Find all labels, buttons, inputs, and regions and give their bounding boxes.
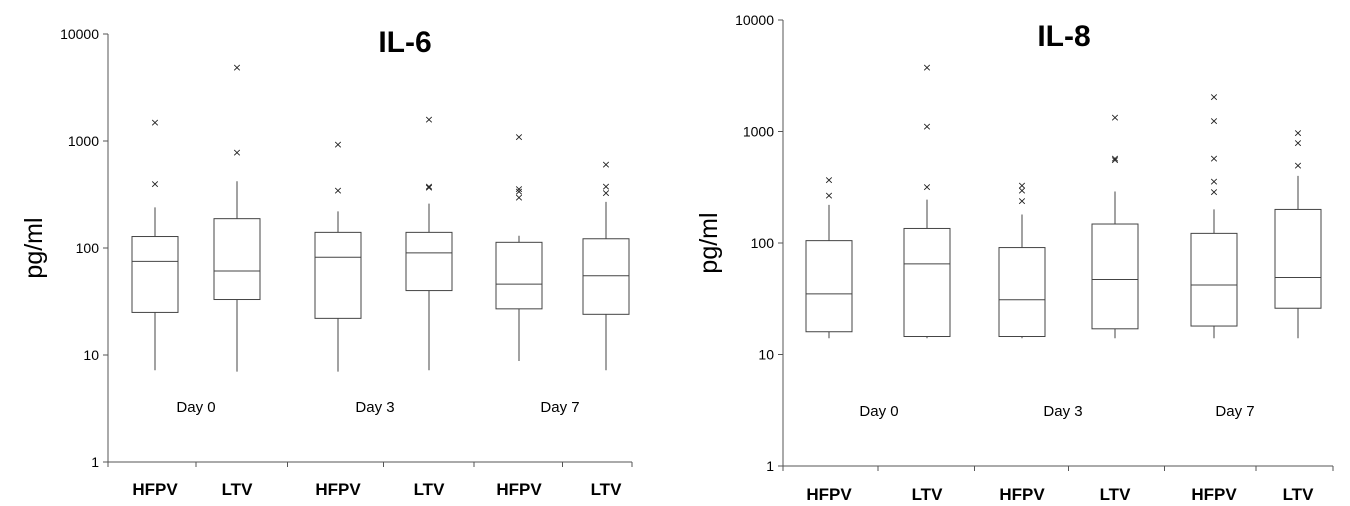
x-tick-label: HFPV (315, 480, 361, 499)
outlier-marker: × (333, 138, 342, 151)
box-plot: ××××× (1190, 91, 1238, 339)
group-label: Day 3 (1043, 403, 1082, 420)
outlier-marker: × (1209, 175, 1218, 188)
outlier-marker: × (601, 180, 610, 193)
outlier-marker: × (150, 178, 159, 191)
x-tick-label: LTV (222, 480, 254, 499)
box-plot: ×× (314, 138, 362, 372)
box-series: ××××××××××××××××××× (805, 61, 1322, 339)
outlier-marker: × (1017, 179, 1026, 192)
group-label: Day 7 (1215, 403, 1254, 420)
x-tick-label: LTV (912, 485, 944, 504)
outlier-marker: × (1209, 185, 1218, 198)
group-label: Day 7 (540, 399, 579, 416)
box-series: ×××××××××××××××× (131, 61, 630, 372)
box-plot: ×× (213, 61, 261, 372)
outlier-marker: × (1209, 152, 1218, 165)
il8-panel: IL-8 pg/ml Day 0 Day 3 Day 7 11010010001… (695, 12, 1334, 504)
box (1190, 232, 1238, 327)
y-tick-label: 1000 (68, 133, 99, 149)
outlier-marker: × (1293, 159, 1302, 172)
axes: 1 10 100 1000 10000 HFPV LTV HFPV LTV HFPV LTV (60, 26, 633, 499)
y-tick-label: 10000 (60, 26, 99, 42)
outlier-marker: × (824, 189, 833, 202)
y-tick-label: 100 (751, 235, 775, 251)
box (314, 231, 362, 319)
outlier-marker: × (514, 182, 523, 195)
outlier-marker: × (514, 185, 523, 198)
outlier-marker: × (1110, 111, 1119, 124)
y-tick-label: 10000 (735, 12, 774, 28)
y-tick-label: 100 (76, 240, 100, 256)
outlier-marker: × (1110, 154, 1119, 167)
outlier-marker: × (232, 146, 241, 159)
outlier-marker: × (1017, 184, 1026, 197)
outlier-marker: × (514, 131, 523, 144)
box-plot: × × × (903, 61, 951, 339)
box (495, 241, 543, 310)
y-tick-label: 10 (758, 347, 774, 363)
outlier-marker: × (1293, 136, 1302, 149)
box-plot: ×× (805, 174, 853, 339)
outlier-marker: × (1017, 195, 1026, 208)
box-plot: ×××× (495, 131, 543, 361)
outlier-marker: × (1209, 91, 1218, 104)
outlier-marker: × (601, 158, 610, 171)
box-plot: ×× (131, 116, 179, 371)
x-tick-label: HFPV (999, 485, 1045, 504)
outlier-marker: × (514, 191, 523, 204)
outlier-marker: × (1110, 152, 1119, 165)
outlier-marker: × (424, 180, 433, 193)
box-plot: ××× (582, 158, 630, 371)
box (903, 227, 951, 338)
x-tick-label: LTV (1100, 485, 1132, 504)
x-tick-label: LTV (591, 480, 623, 499)
x-tick-label: HFPV (1191, 485, 1237, 504)
box-plot: ××× (1091, 111, 1139, 339)
outlier-marker: × (1293, 126, 1302, 139)
outlier-marker: × (1209, 115, 1218, 128)
outlier-marker: × (922, 120, 931, 133)
group-label: Day 3 (355, 399, 394, 416)
group-label: Day 0 (176, 399, 215, 416)
y-tick-label: 1000 (743, 124, 774, 140)
outlier-marker: × (601, 187, 610, 200)
box (582, 238, 630, 315)
chart-title: IL-6 (378, 26, 431, 59)
box (213, 218, 261, 301)
outlier-marker: × (424, 113, 433, 126)
outlier-marker: × (922, 181, 931, 194)
outlier-marker: × (824, 174, 833, 187)
outlier-marker: × (150, 116, 159, 129)
box (1274, 208, 1322, 309)
group-label: Day 0 (859, 403, 898, 420)
outlier-marker: × (232, 61, 241, 74)
outlier-marker: × (922, 61, 931, 74)
x-tick-label: LTV (414, 480, 446, 499)
box (131, 236, 179, 313)
outlier-marker: × (424, 181, 433, 194)
outlier-marker: × (333, 184, 342, 197)
box-plot: ××× (1274, 126, 1322, 339)
box (405, 231, 453, 292)
y-tick-label: 10 (83, 347, 99, 363)
box (1091, 223, 1139, 330)
il6-panel: IL-6 pg/ml Day 0 Day 3 Day 7 11010010001… (20, 26, 633, 499)
y-axis-label: pg/ml (695, 212, 723, 273)
axes: 1 10 100 1000 10000 HFPV LTV HFPV LTV HFPV LTV (735, 12, 1334, 504)
y-tick-label: 1 (91, 454, 99, 470)
box-plot: ××× (405, 113, 453, 371)
chart-title: IL-8 (1037, 20, 1090, 53)
x-tick-label: LTV (1283, 485, 1315, 504)
x-tick-label: HFPV (132, 480, 178, 499)
box-plot: ××× (998, 179, 1046, 339)
x-tick-label: HFPV (496, 480, 542, 499)
y-axis-label: pg/ml (20, 217, 48, 278)
box (998, 247, 1046, 338)
box (805, 240, 853, 333)
x-tick-label: HFPV (806, 485, 852, 504)
y-tick-label: 1 (766, 458, 774, 474)
